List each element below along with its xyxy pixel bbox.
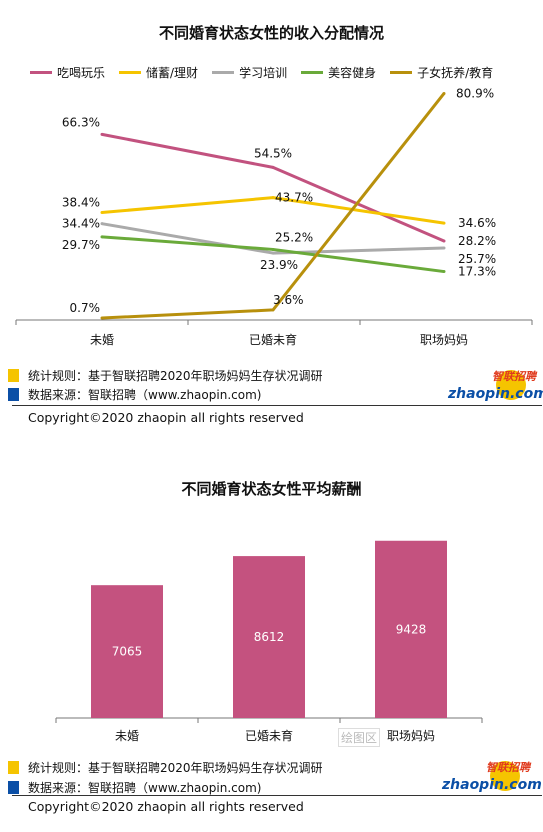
data-label: 25.7% [458,252,496,266]
logo-en-text: zhaopin.com [448,386,543,402]
data-point [100,235,104,239]
footer-divider [12,405,542,406]
data-point [271,308,275,312]
rule-text: 统计规则：基于智联招聘2020年职场妈妈生存状况调研 [28,369,323,383]
data-point [442,221,446,225]
data-label: 25.2% [275,230,313,244]
source-marker-2 [8,781,19,794]
footer-divider-2 [12,795,542,796]
data-label: 66.3% [62,115,100,129]
bar [375,540,447,718]
x-tick-label: 职场妈妈 [387,729,435,743]
data-label: 3.6% [273,293,304,307]
rule-marker [8,369,19,382]
bar-chart-title: 不同婚育状态女性平均薪酬 [181,480,362,498]
source-text: 数据来源：智联招聘（www.zhaopin.com) [28,388,262,402]
data-point [442,270,446,274]
data-point [271,247,275,251]
bar-value-label: 8612 [254,630,285,644]
source-note: 数据来源：智联招聘（www.zhaopin.com) [8,386,261,403]
data-label: 34.6% [458,216,496,230]
bar [233,556,305,718]
bar-chart: 7065 未婚 8612 已婚未育 9428 职场妈妈 [55,540,483,743]
data-label: 54.5% [254,146,292,160]
data-label: 28.2% [458,234,496,248]
data-label: 17.3% [458,265,496,279]
legend-item: 储蓄/理财 [119,64,198,81]
bar [91,585,163,718]
data-point [100,132,104,136]
source-marker [8,388,19,401]
source-text-2: 数据来源：智联招聘（www.zhaopin.com) [28,781,262,795]
legend-swatch [390,71,413,74]
x-tick-label: 已婚未育 [249,332,297,347]
legend-label: 美容健身 [328,66,377,80]
logo-cn-text-2: 智联招聘 [486,761,530,774]
rule-note: 统计规则：基于智联招聘2020年职场妈妈生存状况调研 [8,367,323,384]
data-point [442,239,446,243]
legend-swatch [30,71,52,74]
legend-item: 吃喝玩乐 [30,64,105,81]
legend-item: 学习培训 [212,64,287,81]
legend-label: 吃喝玩乐 [57,66,106,80]
legend-item: 美容健身 [301,64,376,81]
data-point [442,91,446,95]
data-label: 38.4% [62,195,100,209]
series-line [101,92,446,320]
data-point [100,316,104,320]
legend-swatch [212,71,235,74]
x-tick-label: 未婚 [115,729,139,743]
data-label: 43.7% [275,191,313,205]
copyright-text: Copyright©2020 zhaopin all rights reserv… [28,410,304,425]
x-tick-label: 已婚未育 [245,728,293,743]
legend-label: 储蓄/理财 [146,66,199,80]
bar-value-label: 9428 [396,622,427,636]
line-chart-legend: 吃喝玩乐 储蓄/理财 学习培训 美容健身 子女抚养/教育 [30,64,540,81]
rule-text-2: 统计规则：基于智联招聘2020年职场妈妈生存状况调研 [28,761,323,775]
data-point [100,222,104,226]
data-label: 23.9% [260,258,298,272]
data-label: 80.9% [456,86,494,100]
data-point [100,210,104,214]
copyright-text-2: Copyright©2020 zhaopin all rights reserv… [28,799,304,814]
legend-label: 子女抚养/教育 [417,66,494,80]
legend-swatch [301,71,324,74]
bar-value-label: 7065 [112,645,143,659]
line-chart-title: 不同婚育状态女性的收入分配情况 [158,24,384,42]
x-tick-label: 职场妈妈 [420,333,468,347]
plot-area-watermark: 绘图区 [338,728,381,747]
logo-circle [496,370,526,400]
data-label: 34.4% [62,217,100,231]
line-chart: 未婚 已婚未育 职场妈妈 66.3% 54.5% 28.2% 38.4% 43.7% 34.6%… [15,86,533,347]
data-point [271,196,275,200]
logo-en-text-2: zhaopin.com [442,777,542,793]
legend-swatch [119,71,142,74]
data-label: 0.7% [70,301,101,315]
zhaopin-logo: 智联招聘 zhaopin.com [448,368,543,402]
logo-cn-text: 智联招聘 [492,370,536,383]
source-note-2: 数据来源：智联招聘（www.zhaopin.com) [8,779,261,796]
rule-note-2: 统计规则：基于智联招聘2020年职场妈妈生存状况调研 [8,759,323,776]
rule-marker-2 [8,761,19,774]
legend-label: 学习培训 [239,66,288,80]
data-point [271,251,275,255]
income-allocation-panel: 不同婚育状态女性的收入分配情况 吃喝玩乐 储蓄/理财 学习培训 美容健身 子女抚养/教育… [8,24,543,425]
data-point [271,165,275,169]
x-tick-label: 未婚 [90,333,114,347]
average-salary-panel: 不同婚育状态女性平均薪酬 7065 未婚 8612 已婚未育 9428 职场妈妈 绘图区 … [0,470,543,832]
legend-item: 子女抚养/教育 [390,64,493,81]
logo-circle-2 [490,761,520,791]
data-point [442,246,446,250]
data-label: 29.7% [62,238,100,252]
zhaopin-logo-2: 智联招聘 zhaopin.com [442,759,542,793]
